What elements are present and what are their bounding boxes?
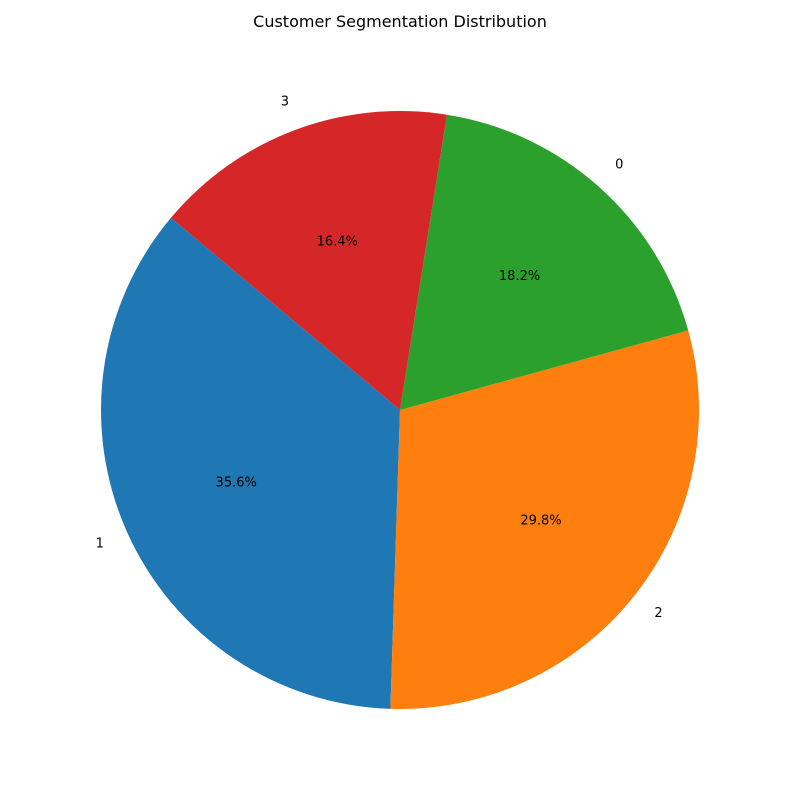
slice-label-3: 3 bbox=[281, 94, 289, 109]
pct-label-3: 16.4% bbox=[317, 234, 358, 249]
chart-title: Customer Segmentation Distribution bbox=[253, 12, 547, 31]
pct-label-0: 18.2% bbox=[499, 269, 540, 284]
slice-label-1: 1 bbox=[96, 537, 104, 552]
pie-slice-1 bbox=[101, 217, 401, 709]
slice-label-0: 0 bbox=[615, 157, 623, 172]
pie-slice-3 bbox=[170, 111, 447, 411]
pct-label-2: 29.8% bbox=[520, 513, 561, 528]
pct-label-1: 35.6% bbox=[216, 476, 257, 491]
slice-label-2: 2 bbox=[654, 606, 662, 621]
pie-slice-2 bbox=[390, 330, 699, 709]
pie-slice-0 bbox=[400, 114, 689, 410]
